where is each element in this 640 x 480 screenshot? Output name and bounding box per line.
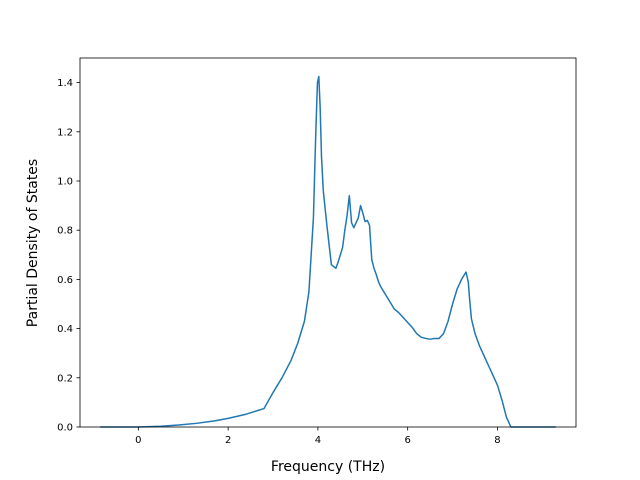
x-axis-ticks: 0 2 4 6 8 bbox=[135, 427, 501, 446]
y-tick-label: 0.6 bbox=[57, 275, 73, 286]
x-tick-label: 8 bbox=[494, 435, 500, 446]
x-tick-label: 0 bbox=[135, 435, 141, 446]
y-axis-ticks: 0.0 0.2 0.4 0.6 0.8 1.0 1.2 1.4 bbox=[57, 78, 80, 434]
x-axis-label: Frequency (THz) bbox=[271, 459, 385, 475]
axes-frame bbox=[79, 57, 577, 428]
series-line-0 bbox=[100, 75, 556, 428]
y-tick-label: 0.2 bbox=[57, 373, 73, 384]
y-tick-label: 1.0 bbox=[57, 177, 73, 188]
y-axis-label: Partial Density of States bbox=[25, 159, 41, 327]
x-tick-label: 2 bbox=[225, 435, 231, 446]
y-tick-label: 1.4 bbox=[57, 78, 73, 89]
y-tick-label: 0.0 bbox=[57, 423, 73, 434]
x-tick-label: 4 bbox=[315, 435, 321, 446]
plot-area bbox=[79, 57, 577, 428]
y-tick-label: 0.8 bbox=[57, 226, 73, 237]
y-tick-label: 0.4 bbox=[57, 324, 73, 335]
y-tick-label: 1.2 bbox=[57, 127, 73, 138]
x-tick-label: 6 bbox=[404, 435, 410, 446]
